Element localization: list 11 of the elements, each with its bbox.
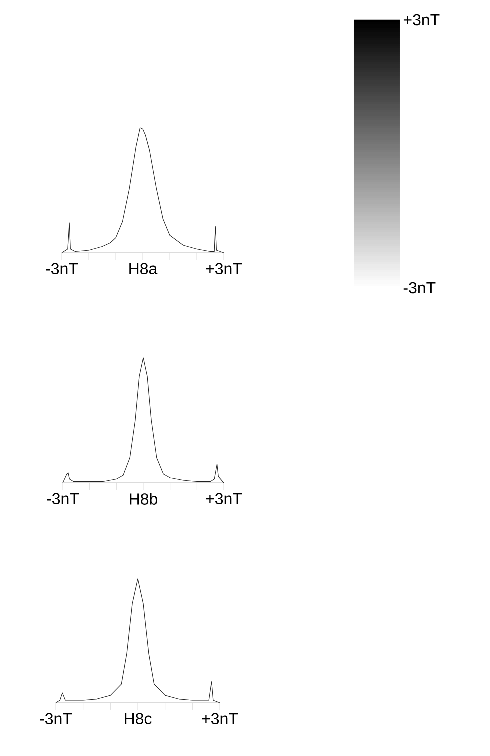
x-tick-label: H8a [130,263,158,275]
text: -3nT [404,282,436,294]
x-tick-label: +3nT [202,713,238,725]
text: +3nT [404,14,440,26]
x-tick-label: -3nT [46,263,78,275]
x-tick-label: H8b [130,493,158,505]
x-tick-label: +3nT [206,493,242,505]
x-tick-label: H8c [125,713,152,725]
x-tick-label: -3nT [47,493,80,505]
x-tick-label: -3nT [40,713,72,725]
x-tick-label: +3nT [206,263,242,275]
